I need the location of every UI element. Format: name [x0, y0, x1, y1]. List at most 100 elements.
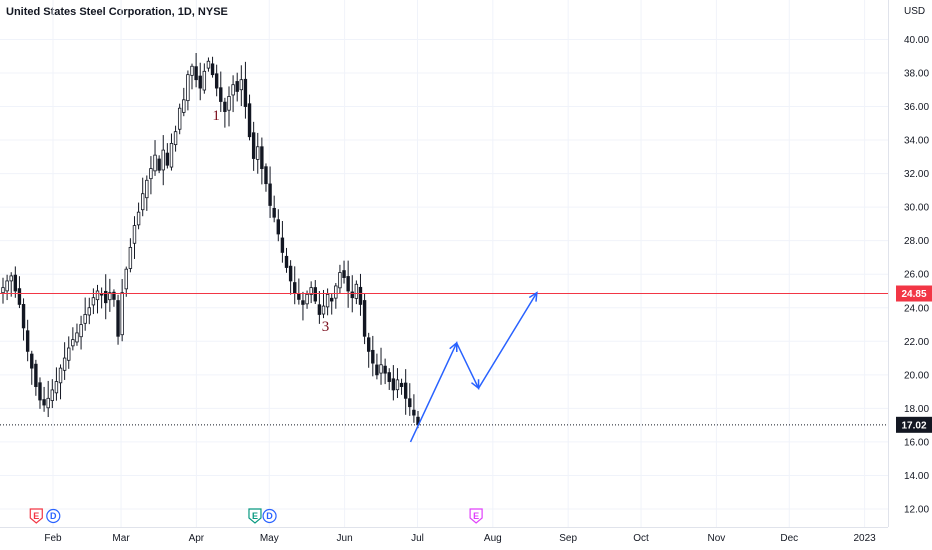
- y-tick-label: 16.00: [904, 437, 929, 448]
- candle-body: [136, 211, 141, 226]
- candle-body: [38, 382, 42, 401]
- candle: [301, 291, 305, 321]
- x-tick-label: Apr: [189, 533, 205, 544]
- candle-body: [5, 280, 9, 292]
- y-tick-label: 32.00: [904, 169, 929, 180]
- candle: [132, 216, 137, 259]
- candle: [54, 367, 59, 401]
- event-label: D: [50, 511, 57, 521]
- candle-body: [313, 287, 317, 302]
- candle: [408, 383, 412, 416]
- time-axis[interactable]: Feb Mar Apr May Jun Jul Aug Sep Oct Nov Dec 2023: [44, 533, 876, 544]
- candle: [264, 163, 268, 192]
- x-tick-label: Nov: [707, 533, 725, 544]
- earnings-marker: E: [29, 508, 43, 524]
- candle: [309, 281, 313, 304]
- price-axis[interactable]: 12.00 14.00 16.00 18.00 20.00 22.00 24.00 26.00…: [896, 35, 932, 516]
- y-tick-label: 22.00: [904, 337, 929, 348]
- x-tick-label: 2023: [853, 533, 876, 544]
- candle: [87, 297, 91, 325]
- candle-body: [288, 265, 293, 282]
- candle-body: [128, 246, 133, 269]
- candle: [354, 280, 359, 305]
- candle: [231, 75, 235, 113]
- candle: [112, 289, 116, 307]
- candle: [190, 63, 194, 90]
- y-tick-label: 18.00: [904, 404, 929, 415]
- candle: [371, 335, 375, 377]
- earnings-icon: [29, 508, 43, 524]
- candle: [399, 378, 404, 395]
- candle-body: [17, 288, 22, 305]
- candle: [67, 336, 71, 369]
- dividend-icon: [262, 508, 277, 524]
- dividend-marker: D: [262, 508, 277, 524]
- candle: [346, 260, 350, 308]
- chart-title: United States Steel Corporation, 1D, NYS…: [6, 6, 228, 18]
- candle: [330, 293, 334, 315]
- candle: [297, 278, 301, 305]
- y-tick-label: 34.00: [904, 136, 929, 147]
- candle: [198, 62, 202, 101]
- candle-body: [124, 268, 128, 290]
- candle: [145, 175, 149, 211]
- candle-body: [182, 99, 186, 113]
- candle-body: [346, 276, 350, 292]
- candle-body: [330, 297, 334, 302]
- x-tick-label: Feb: [44, 533, 62, 544]
- candle-body: [169, 143, 174, 168]
- x-tick-label: Jun: [337, 533, 353, 544]
- candle-body: [395, 379, 400, 391]
- candle: [383, 358, 387, 385]
- x-tick-label: May: [260, 533, 279, 544]
- candle: [79, 315, 83, 350]
- candle: [30, 350, 34, 385]
- wave-label: 1: [212, 108, 220, 124]
- candle-body: [161, 149, 165, 171]
- candle-body: [165, 152, 170, 166]
- candle-body: [227, 96, 231, 111]
- candle-body: [334, 285, 338, 299]
- wave-label: 3: [322, 319, 330, 335]
- candle: [58, 364, 63, 400]
- y-tick-label: 28.00: [904, 236, 929, 247]
- candle: [120, 279, 124, 342]
- earnings-icon: [469, 508, 483, 524]
- candle: [1, 277, 5, 304]
- candle-body: [276, 219, 280, 235]
- candle-body: [83, 314, 87, 324]
- candle: [219, 71, 223, 112]
- candle: [186, 70, 190, 111]
- candle: [247, 94, 252, 141]
- candle-body: [206, 60, 211, 69]
- candle: [104, 274, 108, 320]
- candle-body: [251, 132, 256, 159]
- candle: [272, 195, 276, 223]
- candle-body: [1, 287, 5, 294]
- grid-lines: [0, 0, 889, 528]
- candle: [34, 359, 38, 396]
- candle: [260, 137, 264, 185]
- candle-body: [25, 330, 30, 352]
- candle: [239, 65, 244, 107]
- candle: [342, 260, 346, 284]
- x-tick-label: Oct: [633, 533, 649, 544]
- candle: [321, 289, 326, 319]
- candle-body: [46, 397, 50, 409]
- candle-body: [67, 347, 71, 361]
- candle-body: [34, 363, 38, 387]
- candle: [128, 238, 133, 273]
- candle-body: [219, 87, 223, 102]
- candle-body: [62, 357, 67, 371]
- candle: [280, 220, 285, 263]
- candle-body: [190, 65, 194, 76]
- candle: [46, 380, 50, 418]
- drawings: 13: [0, 108, 888, 443]
- candle: [268, 166, 272, 218]
- y-tick-label: 36.00: [904, 102, 929, 113]
- candle-body: [223, 101, 227, 112]
- candle: [243, 61, 248, 119]
- x-tick-label: Sep: [559, 533, 577, 544]
- candle-body: [214, 73, 219, 89]
